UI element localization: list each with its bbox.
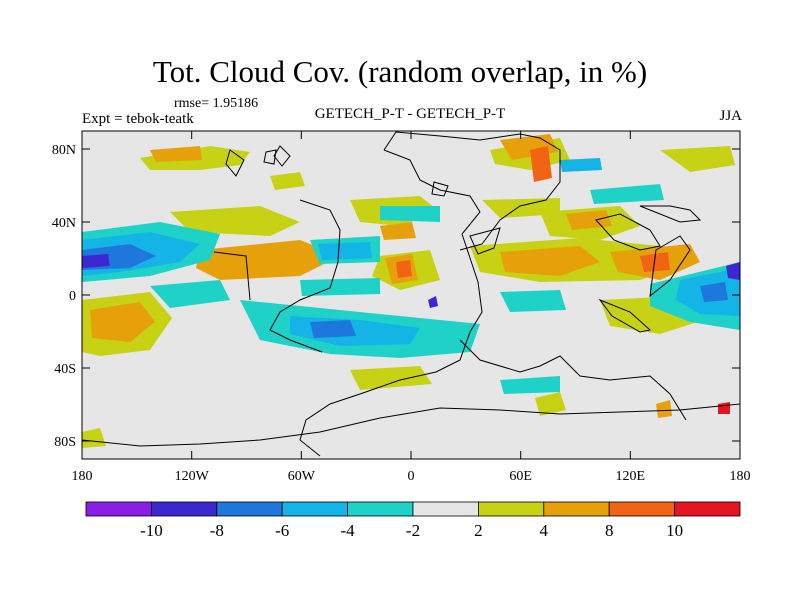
contour-patch: [700, 282, 728, 302]
coastline: [649, 235, 691, 298]
colorbar-label: -10: [140, 521, 163, 540]
colorbar-swatch: [608, 501, 676, 517]
coastline: [263, 149, 277, 165]
lat-label: 80S: [54, 435, 76, 450]
comparison-label: GETECH_P-T - GETECH_P-T: [314, 106, 506, 122]
lon-label: 120E: [616, 469, 646, 484]
coastline: [383, 131, 561, 251]
contour-patch: [500, 246, 600, 276]
lon-label: 0: [408, 469, 415, 484]
colorbar-swatch: [477, 501, 545, 517]
contour-patch: [310, 320, 356, 338]
lon-label: 180: [730, 469, 751, 484]
colorbar-label: 8: [605, 521, 614, 540]
contour-patch: [170, 206, 300, 236]
contour-patch: [560, 158, 602, 172]
rmse-label: rmse= 1.95186: [174, 96, 259, 111]
contour-patch: [150, 146, 202, 162]
coastlines: [82, 131, 740, 457]
coastline: [269, 199, 341, 353]
contour-patch: [300, 278, 380, 296]
coastline: [225, 149, 245, 177]
colorbar-swatch: [347, 501, 414, 517]
colorbar-swatch: [281, 501, 349, 517]
anomaly-field: [82, 134, 740, 448]
colorbar: -10 -8 -6 -4 -2 2 4 8 10: [85, 501, 741, 540]
colorbar-swatch: [150, 501, 218, 517]
coastline: [639, 205, 702, 223]
colorbar-swatch: [85, 501, 152, 517]
contour-patch: [82, 428, 106, 448]
colorbar-swatch: [674, 501, 741, 517]
contour-patch: [590, 184, 664, 204]
contour-patch: [656, 400, 672, 418]
colorbar-label: -8: [210, 521, 224, 540]
coastline: [213, 251, 251, 301]
chart-title: Tot. Cloud Cov. (random overlap, in %): [152, 54, 648, 89]
season-label: JJA: [719, 108, 742, 124]
contour-patch: [90, 302, 155, 342]
contour-patch: [150, 280, 230, 308]
coastline: [469, 227, 501, 255]
coastline: [431, 181, 449, 197]
contour-patch: [660, 146, 735, 172]
colorbar-label: -4: [341, 521, 356, 540]
contour-patch: [380, 222, 416, 240]
colorbar-label: 10: [666, 521, 683, 540]
colorbar-label: -6: [275, 521, 289, 540]
lon-ticks: [191, 131, 631, 459]
colorbar-label: 2: [474, 521, 483, 540]
colorbar-swatch: [216, 501, 283, 517]
lat-label: 0: [69, 289, 76, 304]
contour-patch: [270, 172, 305, 190]
coastline: [459, 339, 687, 421]
contour-patch: [726, 262, 740, 280]
coastline: [299, 149, 483, 457]
contour-patch: [350, 366, 432, 390]
lon-label: 60E: [509, 469, 532, 484]
contour-patch: [396, 260, 412, 278]
experiment-label: Expt = tebok-teatk: [82, 111, 194, 127]
contour-patch: [500, 376, 560, 394]
colorbar-label: 4: [540, 521, 549, 540]
contour-patch: [196, 240, 340, 280]
lon-label: 180: [72, 469, 93, 484]
coastline: [82, 403, 740, 447]
contour-patch: [380, 206, 440, 222]
contour-patch: [318, 242, 372, 260]
lat-label: 40N: [52, 216, 76, 231]
coastline: [595, 213, 661, 251]
lon-label: 60W: [288, 469, 316, 484]
contour-patch: [530, 146, 552, 182]
contour-patch: [82, 254, 110, 268]
contour-patch: [535, 392, 566, 416]
contour-patch: [428, 296, 438, 308]
lat-label: 40S: [54, 362, 76, 377]
lon-label: 120W: [175, 469, 210, 484]
coastline: [598, 298, 652, 333]
colorbar-swatch: [412, 501, 479, 517]
lat-ticks: [82, 148, 740, 442]
contour-patch: [640, 252, 670, 272]
contour-patch: [718, 402, 730, 414]
contour-patch: [500, 290, 566, 312]
colorbar-swatch: [543, 501, 610, 517]
colorbar-label: -2: [406, 521, 420, 540]
lat-label: 80N: [52, 143, 76, 158]
